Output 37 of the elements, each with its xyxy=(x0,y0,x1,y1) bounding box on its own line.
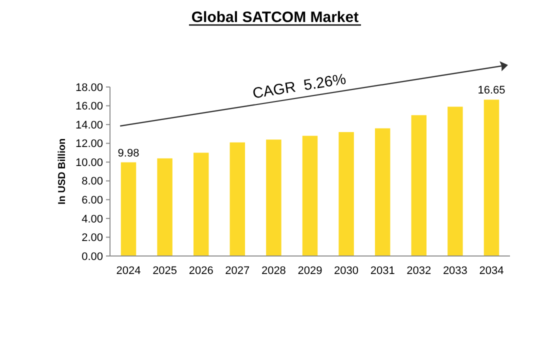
x-tick-label: 2028 xyxy=(261,265,286,277)
x-tick-label: 2034 xyxy=(479,265,504,277)
y-tick-label: 0.00 xyxy=(82,250,103,263)
bar xyxy=(157,158,172,256)
y-tick-label: 16.00 xyxy=(75,100,103,113)
data-label: 9.98 xyxy=(118,147,140,160)
y-tick-label: 4.00 xyxy=(82,213,103,226)
bar xyxy=(193,152,209,256)
x-tick-label: 2032 xyxy=(406,265,432,277)
y-tick-label: 10.00 xyxy=(75,156,103,169)
y-axis-title: In USD Billion xyxy=(57,138,68,205)
chart-title: Global SATCOM Market xyxy=(191,9,359,26)
y-tick-label: 18.00 xyxy=(75,82,103,94)
bar xyxy=(374,128,390,256)
x-tick-label: 2031 xyxy=(370,265,395,277)
bar xyxy=(448,106,463,256)
y-tick-label: 14.00 xyxy=(75,119,103,132)
x-tick-label: 2024 xyxy=(116,265,141,277)
bar xyxy=(338,132,354,256)
bar xyxy=(302,136,318,256)
x-tick-label: 2025 xyxy=(152,265,178,277)
bar xyxy=(484,100,500,256)
x-tick-label: 2033 xyxy=(442,265,468,277)
bar xyxy=(411,115,427,256)
x-tick-label: 2030 xyxy=(334,265,359,277)
x-tick-label: 2029 xyxy=(298,265,322,277)
x-tick-label: 2027 xyxy=(225,265,250,277)
bar xyxy=(120,162,136,256)
x-tick-label: 2026 xyxy=(188,265,214,277)
bar xyxy=(266,140,282,256)
y-tick-label: 8.00 xyxy=(82,176,103,188)
y-tick-label: 12.00 xyxy=(75,138,103,150)
y-tick-label: 2.00 xyxy=(82,232,103,244)
data-label: 16.65 xyxy=(478,84,506,97)
y-tick-label: 6.00 xyxy=(82,194,103,207)
bar xyxy=(230,142,246,256)
annotation: CAGR 5.26% xyxy=(251,70,348,102)
